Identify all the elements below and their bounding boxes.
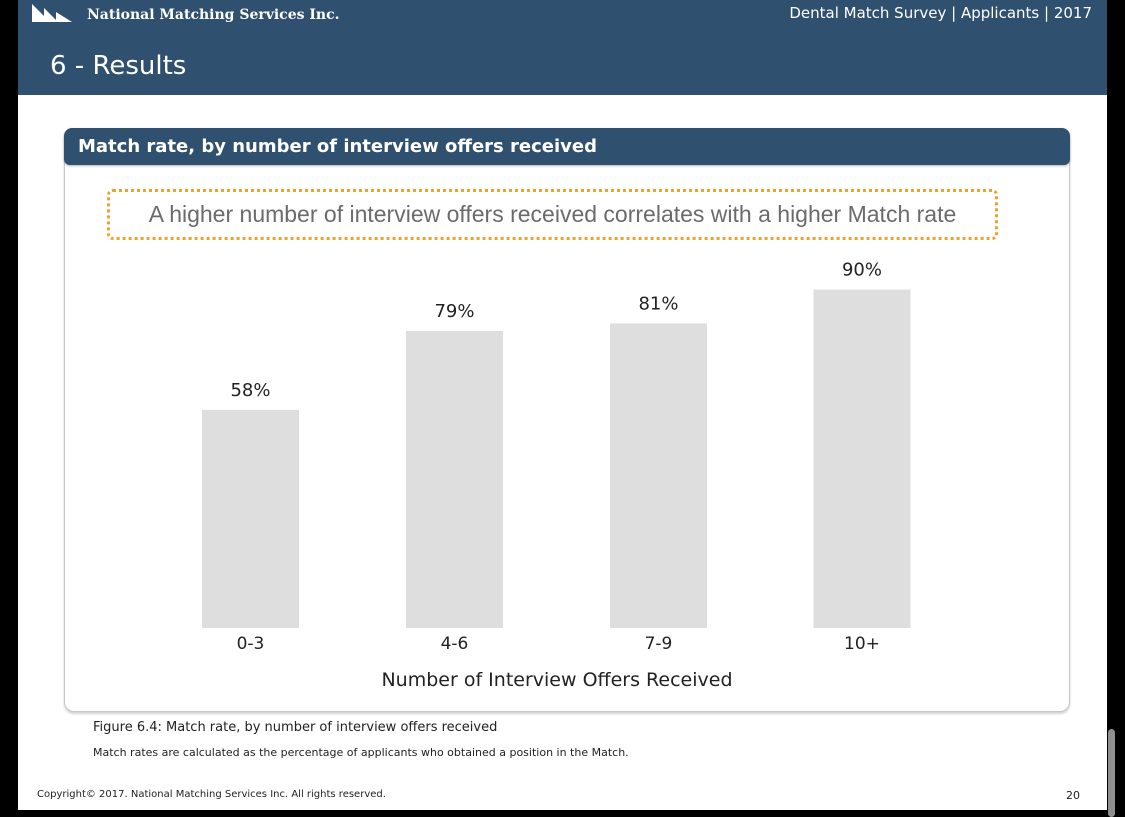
x-axis-label: Number of Interview Offers Received bbox=[381, 669, 732, 691]
page-number: 20 bbox=[1066, 789, 1080, 802]
org-name: National Matching Services Inc. bbox=[87, 7, 340, 23]
scrollbar-thumb[interactable] bbox=[1108, 729, 1115, 817]
callout-box: A higher number of interview offers rece… bbox=[107, 189, 998, 240]
bar bbox=[813, 289, 911, 628]
data-label: 79% bbox=[434, 301, 474, 322]
report-page: National Matching Services Inc. Dental M… bbox=[18, 0, 1107, 810]
data-label: 81% bbox=[638, 293, 678, 314]
x-tick-label: 0-3 bbox=[237, 634, 265, 654]
report-title: Dental Match Survey | Applicants | 2017 bbox=[789, 4, 1092, 22]
callout-text: A higher number of interview offers rece… bbox=[148, 201, 957, 227]
bar bbox=[610, 323, 707, 628]
page-header: National Matching Services Inc. Dental M… bbox=[18, 0, 1107, 95]
chart-card-title: Match rate, by number of interview offer… bbox=[78, 136, 597, 157]
x-tick-label: 7-9 bbox=[645, 634, 673, 654]
bar bbox=[406, 330, 503, 628]
section-title: 6 - Results bbox=[50, 51, 187, 81]
figure-caption: Figure 6.4: Match rate, by number of int… bbox=[93, 720, 498, 735]
data-label: 58% bbox=[230, 380, 270, 401]
chart-card-header: Match rate, by number of interview offer… bbox=[64, 128, 1070, 165]
x-tick-label: 4-6 bbox=[441, 634, 469, 654]
x-tick-label: 10+ bbox=[844, 634, 880, 654]
bar bbox=[202, 409, 299, 628]
figure-note: Match rates are calculated as the percen… bbox=[93, 746, 629, 759]
data-label: 90% bbox=[842, 260, 882, 281]
copyright-text: Copyright© 2017. National Matching Servi… bbox=[37, 789, 386, 800]
bar-chart: 58% 0-3 79% 4-6 81% 7-9 90% 10+ Number of Interv… bbox=[202, 260, 911, 691]
nms-logo-icon bbox=[32, 4, 72, 22]
